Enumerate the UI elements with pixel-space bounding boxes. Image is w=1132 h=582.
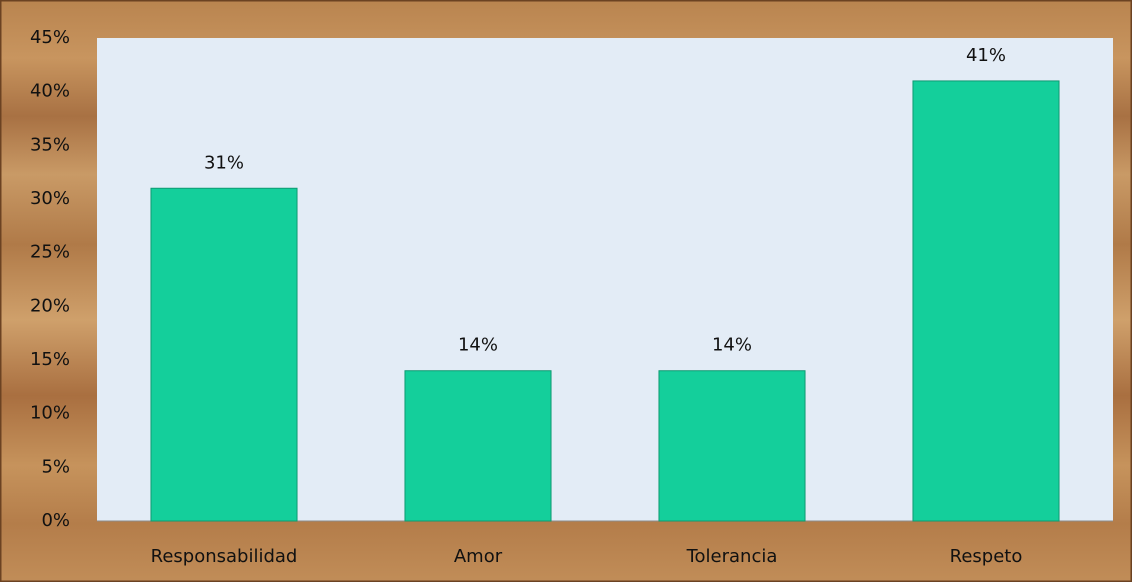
y-tick-label: 10% xyxy=(30,403,70,424)
data-label: 14% xyxy=(458,335,498,356)
y-tick-label: 0% xyxy=(41,510,70,531)
bar xyxy=(658,370,806,522)
y-tick-label: 20% xyxy=(30,295,70,316)
y-tick-label: 30% xyxy=(30,188,70,209)
bar xyxy=(912,80,1060,522)
y-tick-label: 45% xyxy=(30,27,70,48)
data-label: 31% xyxy=(204,152,244,173)
x-tick-label: Respeto xyxy=(950,546,1023,567)
bar xyxy=(404,370,552,522)
bar xyxy=(150,187,298,522)
y-tick-label: 40% xyxy=(30,81,70,102)
y-tick-label: 25% xyxy=(30,242,70,263)
y-tick-label: 15% xyxy=(30,349,70,370)
x-tick-label: Tolerancia xyxy=(686,546,778,567)
y-tick-label: 35% xyxy=(30,134,70,155)
x-tick-label: Amor xyxy=(454,546,503,567)
data-label: 41% xyxy=(966,45,1006,66)
y-tick-label: 5% xyxy=(41,456,70,477)
data-label: 14% xyxy=(712,335,752,356)
x-tick-label: Responsabilidad xyxy=(151,546,298,567)
